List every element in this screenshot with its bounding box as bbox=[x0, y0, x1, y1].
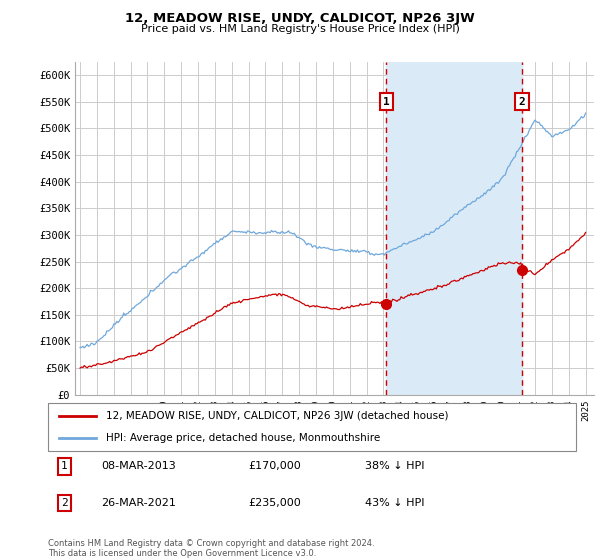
Text: 12, MEADOW RISE, UNDY, CALDICOT, NP26 3JW: 12, MEADOW RISE, UNDY, CALDICOT, NP26 3J… bbox=[125, 12, 475, 25]
Text: £235,000: £235,000 bbox=[248, 498, 301, 508]
Text: 1: 1 bbox=[383, 96, 390, 106]
Bar bbox=[386, 62, 522, 395]
Text: 38% ↓ HPI: 38% ↓ HPI bbox=[365, 461, 424, 472]
Text: HPI: Average price, detached house, Monmouthshire: HPI: Average price, detached house, Monm… bbox=[106, 433, 380, 443]
Text: 2: 2 bbox=[518, 96, 526, 106]
Text: 26-MAR-2021: 26-MAR-2021 bbox=[101, 498, 176, 508]
FancyBboxPatch shape bbox=[48, 403, 576, 451]
Text: 12, MEADOW RISE, UNDY, CALDICOT, NP26 3JW (detached house): 12, MEADOW RISE, UNDY, CALDICOT, NP26 3J… bbox=[106, 411, 449, 421]
Text: 43% ↓ HPI: 43% ↓ HPI bbox=[365, 498, 424, 508]
Text: £170,000: £170,000 bbox=[248, 461, 301, 472]
Text: Price paid vs. HM Land Registry's House Price Index (HPI): Price paid vs. HM Land Registry's House … bbox=[140, 24, 460, 34]
Text: 2: 2 bbox=[61, 498, 68, 508]
Text: Contains HM Land Registry data © Crown copyright and database right 2024.
This d: Contains HM Land Registry data © Crown c… bbox=[48, 539, 374, 558]
Text: 1: 1 bbox=[61, 461, 68, 472]
Text: 08-MAR-2013: 08-MAR-2013 bbox=[101, 461, 176, 472]
